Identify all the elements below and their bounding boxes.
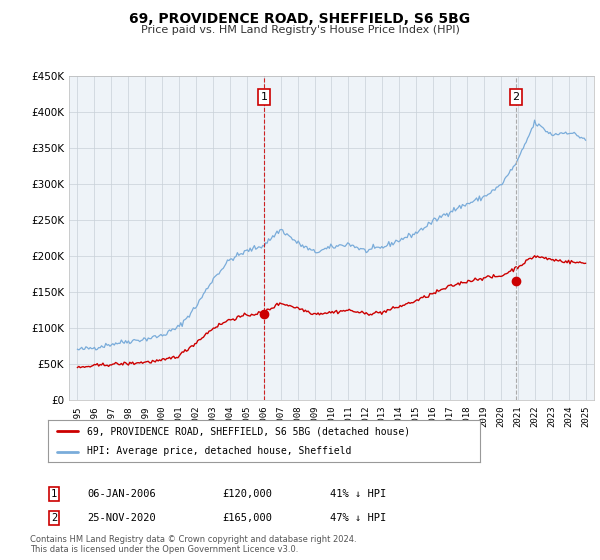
Text: Contains HM Land Registry data © Crown copyright and database right 2024.: Contains HM Land Registry data © Crown c… <box>30 535 356 544</box>
Text: HPI: Average price, detached house, Sheffield: HPI: Average price, detached house, Shef… <box>87 446 351 456</box>
Text: £120,000: £120,000 <box>222 489 272 499</box>
Text: £165,000: £165,000 <box>222 513 272 523</box>
Text: 2: 2 <box>512 92 520 102</box>
Text: 06-JAN-2006: 06-JAN-2006 <box>87 489 156 499</box>
Text: 69, PROVIDENCE ROAD, SHEFFIELD, S6 5BG (detached house): 69, PROVIDENCE ROAD, SHEFFIELD, S6 5BG (… <box>87 426 410 436</box>
Text: 1: 1 <box>260 92 268 102</box>
Text: 1: 1 <box>51 489 57 499</box>
Text: 2: 2 <box>51 513 57 523</box>
Text: 47% ↓ HPI: 47% ↓ HPI <box>330 513 386 523</box>
Text: This data is licensed under the Open Government Licence v3.0.: This data is licensed under the Open Gov… <box>30 545 298 554</box>
Text: 25-NOV-2020: 25-NOV-2020 <box>87 513 156 523</box>
Text: 69, PROVIDENCE ROAD, SHEFFIELD, S6 5BG: 69, PROVIDENCE ROAD, SHEFFIELD, S6 5BG <box>130 12 470 26</box>
Text: 41% ↓ HPI: 41% ↓ HPI <box>330 489 386 499</box>
Text: Price paid vs. HM Land Registry's House Price Index (HPI): Price paid vs. HM Land Registry's House … <box>140 25 460 35</box>
